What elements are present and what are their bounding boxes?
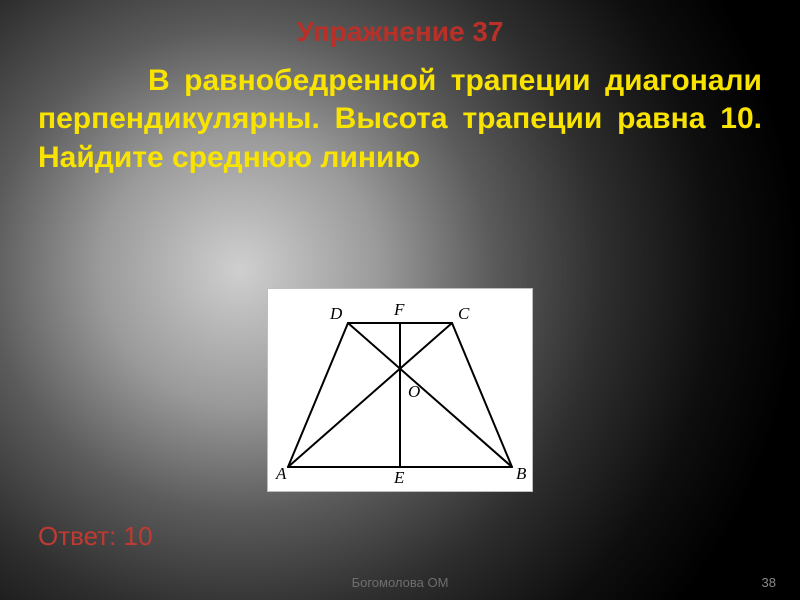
- trapezoid-figure: A B C D E F O: [267, 288, 533, 492]
- svg-text:O: O: [408, 382, 420, 401]
- svg-text:E: E: [393, 468, 405, 486]
- author-text: Богомолова ОМ: [0, 575, 800, 590]
- slide-title: Упражнение 37: [0, 16, 800, 48]
- answer-text: Ответ: 10: [38, 521, 153, 552]
- problem-text: В равнобедренной трапеции диагонали перп…: [38, 62, 762, 177]
- svg-text:F: F: [393, 300, 405, 319]
- problem-text-content: В равнобедренной трапеции диагонали перп…: [38, 64, 762, 174]
- figure-container: A B C D E F O: [0, 288, 800, 492]
- page-number: 38: [762, 575, 776, 590]
- svg-text:D: D: [329, 304, 343, 323]
- svg-text:A: A: [275, 464, 287, 483]
- svg-text:B: B: [516, 464, 527, 483]
- slide: Упражнение 37 В равнобедренной трапеции …: [0, 0, 800, 600]
- svg-text:C: C: [458, 304, 470, 323]
